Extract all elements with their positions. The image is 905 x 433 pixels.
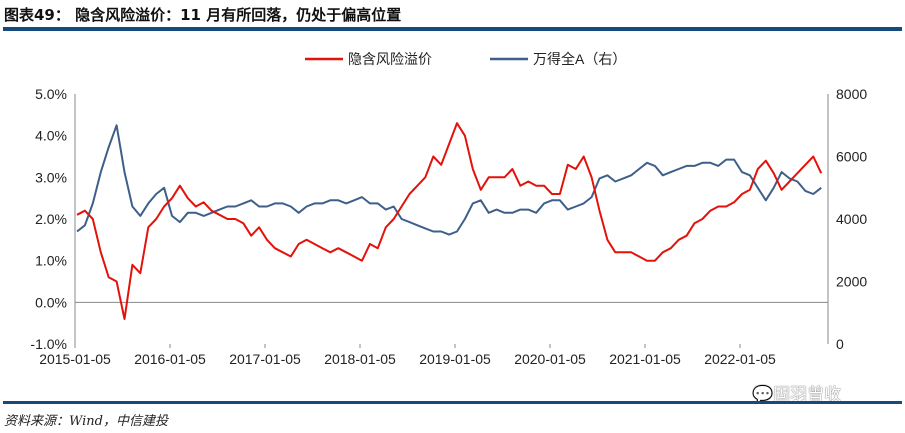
- chart: -1.0% 0.0% 1.0% 2.0% 3.0% 4.0% 5.0% 0 2000 4000 60…: [30, 51, 867, 367]
- right-tick-label: 2000: [836, 274, 867, 290]
- left-tick-label: 3.0%: [35, 169, 67, 185]
- x-tick-label: 2020-01-05: [514, 351, 586, 367]
- watermark: 💬固羽曾收: [752, 380, 841, 405]
- title-divider: [3, 27, 902, 31]
- x-tick-label: 2015-01-05: [39, 351, 111, 367]
- legend-label-0: 隐含风险溢价: [348, 51, 432, 67]
- legend-label-1: 万得全A（右）: [533, 51, 626, 67]
- left-tick-label: 5.0%: [35, 86, 67, 102]
- series-line-0: [76, 122, 823, 320]
- left-tick-label: -1.0%: [30, 336, 67, 352]
- left-tick-label: 2.0%: [35, 211, 67, 227]
- wechat-icon: 💬: [752, 385, 774, 405]
- left-tick-label: 1.0%: [35, 253, 67, 269]
- left-tick-label: 4.0%: [35, 128, 67, 144]
- series-line-1: [76, 124, 822, 236]
- right-tick-label: 8000: [836, 86, 867, 102]
- footer-divider: [3, 401, 902, 404]
- x-tick-label: 2017-01-05: [229, 351, 301, 367]
- x-tick-label: 2016-01-05: [134, 351, 206, 367]
- x-tick-label: 2018-01-05: [324, 351, 396, 367]
- left-tick-label: 0.0%: [35, 294, 67, 310]
- right-tick-label: 6000: [836, 149, 867, 165]
- chart-title: 图表49： 隐含风险溢价：11 月有所回落，仍处于偏高位置: [4, 6, 402, 24]
- right-tick-label: 4000: [836, 211, 867, 227]
- x-tick-label: 2021-01-05: [609, 351, 681, 367]
- watermark-text: 固羽曾收: [773, 385, 842, 405]
- right-tick-label: 0: [836, 336, 844, 352]
- x-tick-label: 2022-01-05: [704, 351, 776, 367]
- source-note: 资料来源：Wind，中信建投: [4, 414, 168, 429]
- x-tick-label: 2019-01-05: [419, 351, 491, 367]
